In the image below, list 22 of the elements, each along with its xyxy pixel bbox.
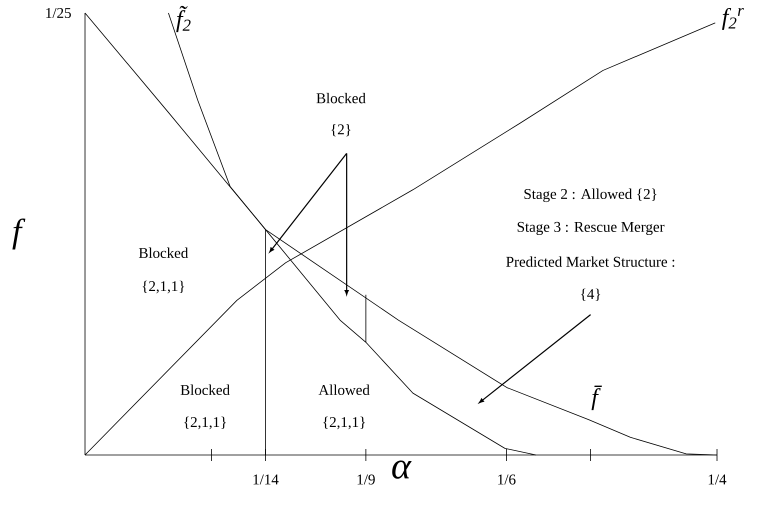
- annotation: Stage 3 : Rescue Merger: [518, 222, 664, 236]
- annotation: Stage 2 : Allowed {2}: [524, 188, 656, 202]
- annotation: Predicted Market Structure :: [506, 256, 674, 267]
- annotation: Allowed: [318, 384, 370, 396]
- series-label: f̄: [592, 386, 602, 410]
- x-tick-label: 1/9: [358, 474, 375, 485]
- x-tick-label: 1/4: [708, 474, 726, 485]
- series-label: f̃$_{2}$: [176, 6, 191, 32]
- x-tick-label: 1/14: [254, 474, 279, 485]
- y-axis-title: f: [12, 218, 26, 250]
- text: 1/25: [46, 8, 71, 18]
- annotation: {2,1,1}: [323, 416, 365, 430]
- x-tick-label: 1/6: [498, 474, 516, 485]
- annotation: {2,1,1}: [142, 280, 184, 294]
- x-axis-title: α: [392, 460, 412, 479]
- annotation: {2}: [331, 124, 351, 136]
- annotation: {4}: [581, 288, 600, 301]
- annotation: Blocked: [316, 92, 366, 104]
- series-label: f$_{2}$r: [722, 8, 744, 30]
- annotation: Blocked: [180, 384, 230, 396]
- annotation: {2,1,1}: [184, 416, 226, 430]
- annotation: Blocked: [138, 248, 188, 258]
